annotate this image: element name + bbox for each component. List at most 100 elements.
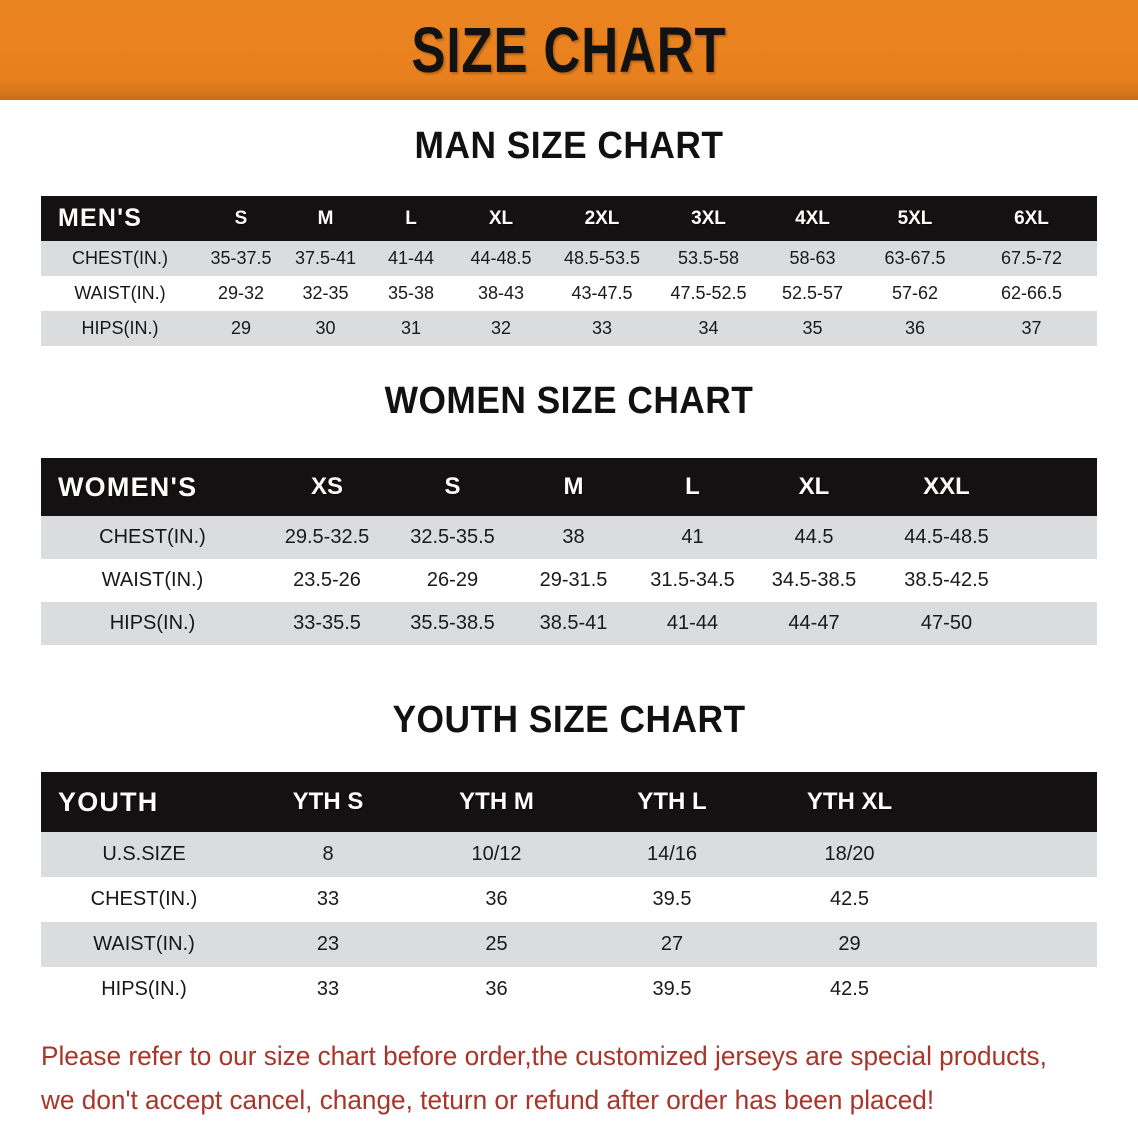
men-cell-0-4: 48.5-53.5 bbox=[548, 241, 656, 276]
men-header-row: MEN'S S M L XL 2XL 3XL 4XL 5XL 6XL bbox=[41, 196, 1097, 241]
men-row-label-1: WAIST(IN.) bbox=[41, 276, 199, 311]
men-row-label-0: CHEST(IN.) bbox=[41, 241, 199, 276]
women-col-header-5: XXL bbox=[923, 473, 970, 500]
table-row: CHEST(IN.) 35-37.5 37.5-41 41-44 44-48.5… bbox=[41, 241, 1097, 276]
table-row: WAIST(IN.) 29-32 32-35 35-38 38-43 43-47… bbox=[41, 276, 1097, 311]
youth-header-filler bbox=[939, 772, 1097, 832]
men-cell-0-5: 53.5-58 bbox=[656, 241, 761, 276]
men-col-header-4: 2XL bbox=[584, 207, 620, 229]
youth-col-header-1: YTH M bbox=[459, 788, 534, 815]
table-row: WAIST(IN.) 23 25 27 29 bbox=[41, 922, 1097, 967]
youth-cell-3-filler bbox=[939, 967, 1097, 1012]
men-cell-0-6: 58-63 bbox=[761, 241, 864, 276]
men-cell-0-2: 41-44 bbox=[368, 241, 454, 276]
men-size-table: MEN'S S M L XL 2XL 3XL 4XL 5XL 6XL CHEST… bbox=[41, 196, 1097, 346]
men-cell-1-0: 29-32 bbox=[199, 276, 283, 311]
men-cell-1-3: 38-43 bbox=[454, 276, 548, 311]
table-row: U.S.SIZE 8 10/12 14/16 18/20 bbox=[41, 832, 1097, 877]
women-cell-1-filler bbox=[1018, 559, 1097, 602]
men-cell-0-1: 37.5-41 bbox=[283, 241, 368, 276]
footer-line-1: Please refer to our size chart before or… bbox=[41, 1041, 1047, 1071]
women-col-header-1: S bbox=[444, 473, 461, 500]
men-cell-2-6: 35 bbox=[761, 311, 864, 346]
page-banner: SIZE CHART bbox=[0, 0, 1138, 100]
youth-cell-1-filler bbox=[939, 877, 1097, 922]
youth-row-label-0: U.S.SIZE bbox=[41, 832, 247, 877]
women-cell-2-1: 35.5-38.5 bbox=[390, 602, 515, 645]
women-row-label-0: CHEST(IN.) bbox=[41, 516, 264, 559]
youth-cell-0-0: 8 bbox=[247, 832, 409, 877]
youth-cell-2-1: 25 bbox=[409, 922, 584, 967]
table-row: CHEST(IN.) 33 36 39.5 42.5 bbox=[41, 877, 1097, 922]
youth-col-header-2: YTH L bbox=[637, 788, 707, 815]
youth-size-table-wrapper: YOUTH YTH S YTH M YTH L YTH XL U.S.SIZE … bbox=[41, 772, 1097, 1012]
men-col-header-2: L bbox=[405, 207, 417, 229]
women-cell-1-4: 34.5-38.5 bbox=[753, 559, 875, 602]
men-col-header-5: 3XL bbox=[691, 207, 726, 229]
women-header-row: WOMEN'S XS S M L XL XXL bbox=[41, 458, 1097, 516]
men-col-header-8: 6XL bbox=[1014, 207, 1049, 229]
table-row: HIPS(IN.) 33-35.5 35.5-38.5 38.5-41 41-4… bbox=[41, 602, 1097, 645]
women-cell-2-0: 33-35.5 bbox=[264, 602, 390, 645]
men-cell-2-3: 32 bbox=[454, 311, 548, 346]
men-cell-0-8: 67.5-72 bbox=[966, 241, 1097, 276]
youth-cell-3-3: 42.5 bbox=[760, 967, 939, 1012]
youth-cell-1-2: 39.5 bbox=[584, 877, 760, 922]
footer-disclaimer: Please refer to our size chart before or… bbox=[41, 1034, 1069, 1122]
men-col-header-7: 5XL bbox=[897, 207, 933, 229]
women-cell-0-5: 44.5-48.5 bbox=[875, 516, 1018, 559]
youth-size-table: YOUTH YTH S YTH M YTH L YTH XL U.S.SIZE … bbox=[41, 772, 1097, 1012]
women-cell-0-2: 38 bbox=[515, 516, 632, 559]
footer-line-2: we don't accept cancel, change, teturn o… bbox=[41, 1085, 935, 1115]
men-cell-1-2: 35-38 bbox=[368, 276, 454, 311]
youth-cell-3-0: 33 bbox=[247, 967, 409, 1012]
youth-cell-0-1: 10/12 bbox=[409, 832, 584, 877]
women-cell-1-3: 31.5-34.5 bbox=[632, 559, 753, 602]
youth-cell-1-1: 36 bbox=[409, 877, 584, 922]
youth-cell-0-3: 18/20 bbox=[760, 832, 939, 877]
women-cell-2-4: 44-47 bbox=[753, 602, 875, 645]
youth-cell-2-2: 27 bbox=[584, 922, 760, 967]
women-cell-2-filler bbox=[1018, 602, 1097, 645]
men-cell-2-5: 34 bbox=[656, 311, 761, 346]
table-row: WAIST(IN.) 23.5-26 26-29 29-31.5 31.5-34… bbox=[41, 559, 1097, 602]
women-row-label-2: HIPS(IN.) bbox=[41, 602, 264, 645]
women-cell-2-2: 38.5-41 bbox=[515, 602, 632, 645]
women-col-header-2: M bbox=[563, 473, 584, 500]
women-col-header-0: XS bbox=[310, 473, 343, 500]
youth-row-label-3: HIPS(IN.) bbox=[41, 967, 247, 1012]
women-cell-0-1: 32.5-35.5 bbox=[390, 516, 515, 559]
women-cell-0-0: 29.5-32.5 bbox=[264, 516, 390, 559]
youth-col-header-3: YTH XL bbox=[806, 788, 893, 815]
men-col-header-6: 4XL bbox=[795, 207, 830, 229]
youth-cell-2-3: 29 bbox=[760, 922, 939, 967]
men-cell-2-4: 33 bbox=[548, 311, 656, 346]
men-cell-2-8: 37 bbox=[966, 311, 1097, 346]
women-col-header-3: L bbox=[685, 473, 700, 500]
table-row: CHEST(IN.) 29.5-32.5 32.5-35.5 38 41 44.… bbox=[41, 516, 1097, 559]
women-col-header-4: XL bbox=[798, 473, 830, 500]
men-cell-0-3: 44-48.5 bbox=[454, 241, 548, 276]
youth-cell-3-1: 36 bbox=[409, 967, 584, 1012]
men-row-label-2: HIPS(IN.) bbox=[41, 311, 199, 346]
men-corner-label: MEN'S bbox=[58, 204, 143, 232]
youth-table-body: U.S.SIZE 8 10/12 14/16 18/20 CHEST(IN.) … bbox=[41, 832, 1097, 1012]
women-header-filler bbox=[1018, 458, 1097, 516]
men-cell-1-7: 57-62 bbox=[864, 276, 966, 311]
women-cell-0-4: 44.5 bbox=[753, 516, 875, 559]
youth-row-label-2: WAIST(IN.) bbox=[41, 922, 247, 967]
women-cell-0-3: 41 bbox=[632, 516, 753, 559]
women-cell-1-0: 23.5-26 bbox=[264, 559, 390, 602]
men-section-heading: MAN SIZE CHART bbox=[414, 125, 724, 167]
men-col-header-3: XL bbox=[488, 207, 514, 229]
youth-cell-0-2: 14/16 bbox=[584, 832, 760, 877]
men-col-header-0: S bbox=[234, 207, 248, 229]
women-table-head: WOMEN'S XS S M L XL XXL bbox=[41, 458, 1097, 516]
youth-cell-0-filler bbox=[939, 832, 1097, 877]
men-table-head: MEN'S S M L XL 2XL 3XL 4XL 5XL 6XL bbox=[41, 196, 1097, 241]
men-cell-1-1: 32-35 bbox=[283, 276, 368, 311]
men-cell-0-7: 63-67.5 bbox=[864, 241, 966, 276]
youth-row-label-1: CHEST(IN.) bbox=[41, 877, 247, 922]
men-cell-1-8: 62-66.5 bbox=[966, 276, 1097, 311]
